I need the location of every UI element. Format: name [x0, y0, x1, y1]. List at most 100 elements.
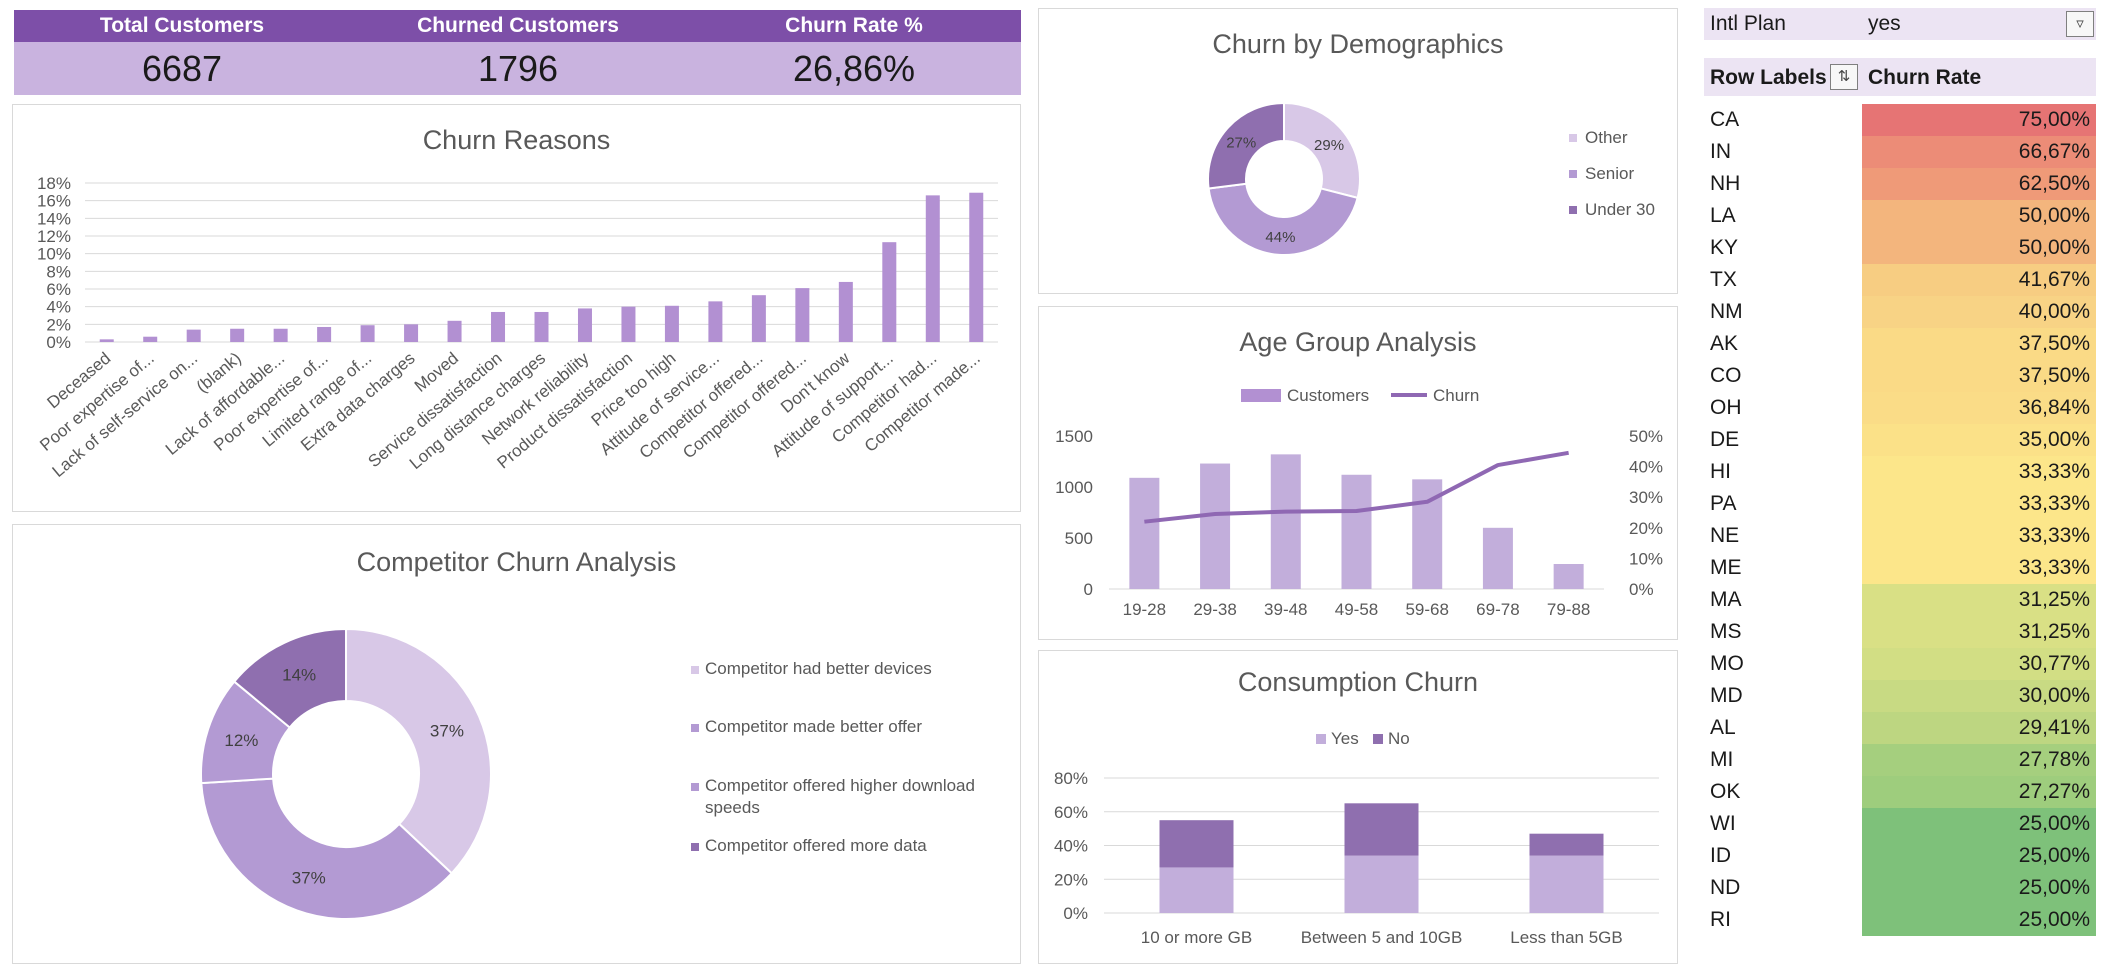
- customers-bar: [1553, 564, 1584, 589]
- competitor-data-label: 37%: [292, 868, 326, 887]
- no-bar: [1529, 833, 1604, 856]
- state-label: NM: [1710, 300, 1743, 323]
- consumption-title: Consumption Churn: [1237, 667, 1479, 697]
- consumption-panel[interactable]: Consumption Churn Yes No 0% 20% 40% 60% 80% 10 …: [1038, 650, 1678, 964]
- legend-swatch: [691, 783, 699, 791]
- no-bar: [1159, 820, 1234, 868]
- pivot-row[interactable]: ID 25,00%: [1704, 840, 2096, 872]
- churn-rate-cell: 50,00%: [1862, 232, 2096, 264]
- state-label: OK: [1710, 780, 1741, 803]
- pivot-row[interactable]: AK 37,50%: [1704, 328, 2096, 360]
- churn-rate-cell: 33,33%: [1862, 456, 2096, 488]
- pivot-row[interactable]: LA 50,00%: [1704, 200, 2096, 232]
- churn-rate-cell: 25,00%: [1862, 808, 2096, 840]
- pivot-row[interactable]: AL 29,41%: [1704, 712, 2096, 744]
- pivot-row[interactable]: ME 33,33%: [1704, 552, 2096, 584]
- y2-tick-label: 40%: [1629, 458, 1663, 477]
- legend-label: Churn: [1433, 386, 1479, 405]
- churn-rate-cell: 30,00%: [1862, 680, 2096, 712]
- state-label: PA: [1710, 492, 1737, 515]
- pivot-row[interactable]: WI 25,00%: [1704, 808, 2096, 840]
- y-tick-label: 14%: [37, 209, 71, 228]
- state-label: ID: [1710, 844, 1731, 867]
- sort-filter-icon[interactable]: ⇅: [1830, 64, 1858, 90]
- state-label: ND: [1710, 876, 1741, 899]
- bar: [99, 339, 114, 342]
- churn-rate-cell: 37,50%: [1862, 360, 2096, 392]
- churn-rate-cell: 36,84%: [1862, 392, 2096, 424]
- pivot-row[interactable]: NH 62,50%: [1704, 168, 2096, 200]
- pivot-row[interactable]: MA 31,25%: [1704, 584, 2096, 616]
- kpi-strip: Total Customers Churned Customers Churn …: [14, 10, 1021, 95]
- churn-rate-cell: 25,00%: [1862, 872, 2096, 904]
- state-label: AK: [1710, 332, 1739, 355]
- state-label: AL: [1710, 716, 1736, 739]
- y-tick-label: 2%: [46, 315, 71, 334]
- pivot-row[interactable]: CA 75,00%: [1704, 104, 2096, 136]
- state-label: WI: [1710, 812, 1736, 835]
- pivot-row[interactable]: CO 37,50%: [1704, 360, 2096, 392]
- legend-swatch: [1569, 206, 1577, 214]
- state-label: RI: [1710, 908, 1731, 931]
- state-label: MA: [1710, 588, 1742, 611]
- legend-swatch: [691, 666, 699, 674]
- age-group-title: Age Group Analysis: [1239, 327, 1477, 357]
- pivot-row[interactable]: HI 33,33%: [1704, 456, 2096, 488]
- pivot-row[interactable]: TX 41,67%: [1704, 264, 2096, 296]
- pivot-row[interactable]: MS 31,25%: [1704, 616, 2096, 648]
- pivot-row[interactable]: MO 30,77%: [1704, 648, 2096, 680]
- age-group-panel[interactable]: Age Group Analysis Customers Churn 0 500 100…: [1038, 306, 1678, 640]
- y2-tick-label: 0%: [1629, 580, 1654, 599]
- legend-label: Competitor offered more data: [705, 836, 927, 855]
- demographics-data-label: 44%: [1265, 229, 1295, 246]
- bar: [273, 328, 288, 342]
- legend-label: Customers: [1287, 386, 1369, 405]
- consumption-chart: Yes No 0% 20% 40% 60% 80% 10 or more GB Between …: [1054, 729, 1659, 947]
- pivot-row[interactable]: IN 66,67%: [1704, 136, 2096, 168]
- competitor-churn-panel[interactable]: Competitor Churn Analysis 37% 37% 12% 14% Co…: [12, 524, 1021, 964]
- churn-rate-cell: 31,25%: [1862, 616, 2096, 648]
- pivot-row[interactable]: NM 40,00%: [1704, 296, 2096, 328]
- legend-label: Competitor had better devices: [705, 659, 932, 678]
- y-tick-label: 40%: [1054, 837, 1088, 856]
- pivot-row[interactable]: OH 36,84%: [1704, 392, 2096, 424]
- legend-swatch: [1241, 389, 1281, 402]
- churn-rate-cell: 33,33%: [1862, 520, 2096, 552]
- pivot-row[interactable]: RI 25,00%: [1704, 904, 2096, 936]
- state-label: MD: [1710, 684, 1743, 707]
- churn-rate-value: 26,86%: [792, 48, 916, 89]
- legend-swatch: [1373, 734, 1383, 744]
- yes-bar: [1159, 867, 1234, 913]
- bar: [186, 329, 201, 342]
- competitor-data-label: 12%: [224, 731, 258, 750]
- churn-reasons-panel[interactable]: Churn Reasons 0% 2% 4% 6% 8% 10% 12% 14% 16% 18% D…: [12, 104, 1021, 512]
- pivot-row[interactable]: KY 50,00%: [1704, 232, 2096, 264]
- demographics-data-label: 29%: [1314, 137, 1344, 154]
- y-tick-label: 0: [1084, 580, 1093, 599]
- filter-dropdown-icon[interactable]: ▿: [2066, 11, 2094, 37]
- demographics-slice: [1207, 101, 1285, 190]
- legend-label: Yes: [1331, 729, 1359, 748]
- pivot-row[interactable]: OK 27,27%: [1704, 776, 2096, 808]
- pivot-row[interactable]: MI 27,78%: [1704, 744, 2096, 776]
- churn-line: [1144, 450, 1569, 524]
- state-label: DE: [1710, 428, 1740, 451]
- legend-swatch: [691, 724, 699, 732]
- competitor-churn-title: Competitor Churn Analysis: [356, 547, 677, 577]
- bar: [404, 324, 419, 342]
- x-tick-label: 79-88: [1547, 600, 1590, 619]
- churn-rate-cell: 31,25%: [1862, 584, 2096, 616]
- pivot-row[interactable]: NE 33,33%: [1704, 520, 2096, 552]
- pivot-row[interactable]: ND 25,00%: [1704, 872, 2096, 904]
- demographics-panel[interactable]: Churn by Demographics 29% 44% 27% Other Seni…: [1038, 8, 1678, 294]
- demographics-data-label: 27%: [1226, 134, 1256, 151]
- pivot-row[interactable]: DE 35,00%: [1704, 424, 2096, 456]
- state-label: ME: [1710, 556, 1742, 579]
- y-tick-label: 1500: [1055, 427, 1093, 446]
- churn-rate-cell: 27,27%: [1862, 776, 2096, 808]
- pivot-header-row: Row Labels ⇅ Churn Rate: [1704, 58, 2096, 96]
- pivot-row[interactable]: MD 30,00%: [1704, 680, 2096, 712]
- churn-rate-cell: 29,41%: [1862, 712, 2096, 744]
- pivot-row[interactable]: PA 33,33%: [1704, 488, 2096, 520]
- legend-label: Competitor offered higher download speeds: [705, 776, 975, 817]
